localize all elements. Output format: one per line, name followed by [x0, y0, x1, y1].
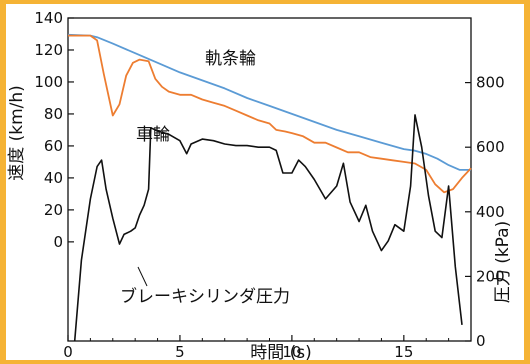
- annotation-pressure: ブレーキシリンダ圧力: [120, 286, 290, 307]
- annotation-wheel: 車輪: [136, 125, 170, 145]
- x-tick-label: 0: [63, 343, 73, 360]
- y-left-tick-label: 60: [44, 137, 63, 155]
- x-tick-label: 10: [282, 343, 301, 360]
- y-right-tick-label: 800: [476, 74, 505, 92]
- y-left-tick-label: 140: [34, 9, 63, 27]
- y-right-tick-label: 400: [476, 203, 505, 221]
- y-right-tick-label: 600: [476, 138, 505, 156]
- x-tick-label: 15: [394, 343, 413, 360]
- annotation-pressure-leader: [137, 266, 148, 287]
- series-line-rail-wheel: [67, 33, 471, 171]
- y-right-tick-label: 200: [476, 267, 505, 285]
- chart-svg: 0 5 10 15 0 20 40 60 80 100 120 140 0 200 400 600 800 時間…: [7, 9, 513, 363]
- y-left-tick-label: 20: [44, 201, 63, 219]
- y-axis-label-left: 速度 (km/h): [7, 85, 27, 181]
- series-line-wheel: [68, 34, 472, 194]
- y-left-tick-label: 40: [44, 169, 63, 187]
- y-left-tick-label: 120: [34, 41, 63, 59]
- y-right-tick-label: 0: [476, 332, 486, 350]
- annotation-rail-wheel: 軌条輪: [205, 49, 256, 69]
- chart-frame: 0 5 10 15 0 20 40 60 80 100 120 140 0 200 400 600 800 時間…: [6, 4, 524, 363]
- x-axis-label: 時間 (s): [250, 343, 312, 360]
- y-axis-label-right: 圧力 (kPa): [493, 221, 513, 303]
- x-tick-label: 5: [175, 343, 185, 360]
- y-left-tick-label: 100: [34, 73, 63, 91]
- y-left-tick-label: 80: [44, 105, 63, 123]
- y-left-tick-label: 0: [53, 233, 63, 251]
- series-line-pressure: [73, 114, 463, 342]
